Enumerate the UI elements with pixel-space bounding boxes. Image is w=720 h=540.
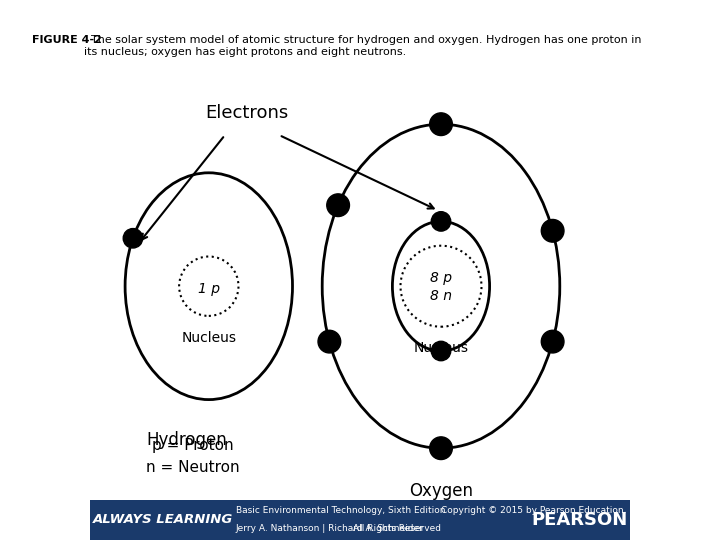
Circle shape — [318, 330, 341, 353]
Circle shape — [179, 256, 238, 316]
Text: p = Proton: p = Proton — [152, 438, 233, 453]
Text: 1 p: 1 p — [198, 282, 220, 296]
Circle shape — [430, 437, 452, 460]
Text: Electrons: Electrons — [205, 104, 288, 123]
Text: Hydrogen: Hydrogen — [147, 431, 228, 449]
Text: Copyright © 2015 by Pearson Education, Inc.: Copyright © 2015 by Pearson Education, I… — [441, 507, 646, 515]
Text: Oxygen: Oxygen — [409, 482, 473, 501]
Text: Nucleus: Nucleus — [181, 330, 236, 345]
Text: PEARSON: PEARSON — [531, 511, 627, 529]
Text: 8 n: 8 n — [430, 289, 452, 303]
Circle shape — [431, 341, 451, 361]
FancyBboxPatch shape — [90, 500, 630, 540]
Circle shape — [431, 212, 451, 231]
Text: n = Neutron: n = Neutron — [145, 460, 240, 475]
Text: The solar system model of atomic structure for hydrogen and oxygen. Hydrogen has: The solar system model of atomic structu… — [84, 35, 642, 57]
Text: All Rights Reserved: All Rights Reserved — [353, 524, 441, 533]
Text: Nucleus: Nucleus — [413, 341, 469, 355]
Circle shape — [123, 228, 143, 248]
Circle shape — [541, 219, 564, 242]
Circle shape — [430, 113, 452, 136]
Circle shape — [400, 246, 482, 327]
Text: Jerry A. Nathanson | Richard A. Schneider: Jerry A. Nathanson | Richard A. Schneide… — [236, 524, 423, 533]
Text: 8 p: 8 p — [430, 271, 452, 285]
Text: ALWAYS LEARNING: ALWAYS LEARNING — [93, 513, 233, 526]
Text: FIGURE 4-2: FIGURE 4-2 — [32, 35, 102, 45]
Text: Basic Environmental Technology, Sixth Edition: Basic Environmental Technology, Sixth Ed… — [236, 507, 445, 515]
Circle shape — [541, 330, 564, 353]
Circle shape — [327, 194, 349, 217]
